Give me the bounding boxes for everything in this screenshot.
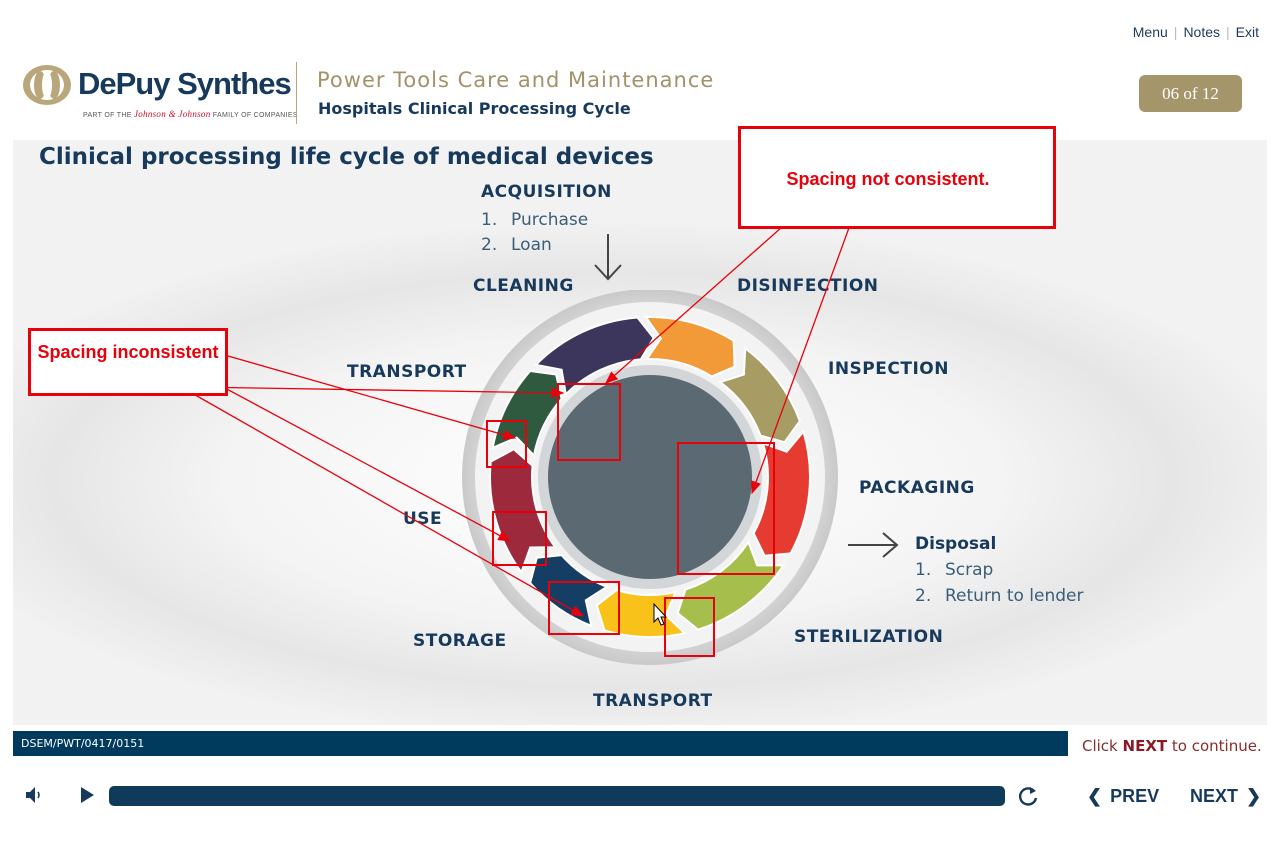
- disposal-item-2: 2. Return to lender: [915, 586, 1083, 606]
- lifecycle-diagram: [462, 290, 838, 665]
- prev-button[interactable]: ❮ PREV: [1087, 786, 1159, 807]
- volume-icon[interactable]: [24, 785, 46, 805]
- disposal-item-1: 1. Scrap: [915, 560, 993, 580]
- header-divider: [296, 62, 297, 124]
- separator: |: [1173, 24, 1178, 40]
- highlight-box: [677, 442, 775, 575]
- play-icon[interactable]: [79, 786, 95, 804]
- arrow-right-icon: [848, 532, 899, 558]
- acquisition-label: ACQUISITION: [481, 182, 612, 202]
- acquisition-item-2: 2. Loan: [481, 235, 552, 255]
- segment-disinfection: [643, 316, 736, 378]
- top-links: Menu | Notes | Exit: [1133, 24, 1259, 40]
- progress-bar[interactable]: [109, 786, 1005, 806]
- label-storage: STORAGE: [413, 631, 507, 651]
- label-packaging: PACKAGING: [859, 478, 975, 498]
- brand-tagline: PART OF THE Johnson & Johnson FAMILY OF …: [83, 109, 298, 119]
- brand-tagline-suffix: FAMILY OF COMPANIES: [212, 112, 298, 119]
- slide-code-bar: [13, 731, 1068, 756]
- highlight-box: [492, 511, 547, 566]
- annotation-arrow: [199, 347, 517, 440]
- annotation-arrow: [209, 379, 512, 542]
- label-inspection: INSPECTION: [828, 359, 949, 379]
- highlight-box: [664, 597, 715, 657]
- acquisition-item-1: 1. Purchase: [481, 210, 588, 230]
- separator: |: [1226, 24, 1230, 40]
- next-label: NEXT: [1190, 786, 1239, 806]
- chevron-right-icon: ❯: [1246, 786, 1262, 806]
- page-counter: 06 of 12: [1139, 75, 1242, 112]
- arrow-down-icon: [594, 234, 622, 281]
- course-subtitle: Hospitals Clinical Processing Cycle: [318, 99, 631, 118]
- label-sterilization: STERILIZATION: [794, 627, 944, 647]
- prev-label: PREV: [1110, 786, 1160, 806]
- annotation-callout-left: Spacing inconsistent: [28, 328, 228, 396]
- list-number: 2.: [915, 586, 932, 606]
- notes-link[interactable]: Notes: [1183, 24, 1221, 40]
- continue-suffix: to continue.: [1171, 737, 1262, 755]
- course-title: Power Tools Care and Maintenance: [317, 68, 715, 92]
- annotation-arrow: [751, 205, 858, 495]
- chevron-left-icon: ❮: [1087, 786, 1103, 806]
- list-number: 1.: [481, 210, 498, 230]
- depuy-synthes-logo-icon: [23, 65, 71, 105]
- list-text: Return to lender: [945, 586, 1084, 606]
- slide-code: DSEM/PWT/0417/0151: [21, 737, 145, 750]
- segment-storage: [529, 554, 609, 628]
- label-use: USE: [403, 509, 443, 529]
- list-number: 2.: [481, 235, 498, 255]
- segment-cleaning: [533, 316, 655, 397]
- jj-logo-text: Johnson & Johnson: [133, 109, 211, 119]
- label-cleaning: CLEANING: [473, 276, 574, 296]
- highlight-box: [557, 383, 621, 461]
- continue-next-word: NEXT: [1122, 737, 1168, 755]
- brand-name: DePuy Synthes: [78, 66, 292, 101]
- replay-icon[interactable]: [1017, 785, 1039, 807]
- center-disc: [548, 375, 752, 579]
- list-text: Loan: [511, 235, 552, 255]
- continue-hint: Click NEXT to continue.: [1082, 737, 1262, 755]
- menu-link[interactable]: Menu: [1132, 24, 1168, 40]
- mouse-cursor-icon: [653, 603, 668, 626]
- highlight-box: [548, 581, 620, 635]
- continue-prefix: Click: [1082, 737, 1118, 755]
- slide-title: Clinical processing life cycle of medica…: [39, 144, 654, 170]
- annotation-callout-right: Spacing not consistent.: [738, 126, 1056, 229]
- segment-sterilization: [676, 539, 786, 631]
- next-button[interactable]: NEXT ❯: [1190, 786, 1261, 807]
- list-number: 1.: [915, 560, 932, 580]
- label-transport-left: TRANSPORT: [347, 362, 467, 382]
- label-transport-bottom: TRANSPORT: [593, 691, 713, 711]
- brand-tagline-prefix: PART OF THE: [83, 112, 132, 119]
- list-text: Scrap: [945, 560, 994, 580]
- highlight-box: [486, 420, 527, 468]
- annotation-arrow: [189, 391, 585, 617]
- exit-link[interactable]: Exit: [1235, 24, 1259, 40]
- list-text: Purchase: [511, 210, 589, 230]
- disposal-label: Disposal: [915, 534, 997, 554]
- label-disinfection: DISINFECTION: [737, 276, 879, 296]
- segment-inspection: [718, 346, 801, 444]
- segment-packaging: [752, 429, 811, 557]
